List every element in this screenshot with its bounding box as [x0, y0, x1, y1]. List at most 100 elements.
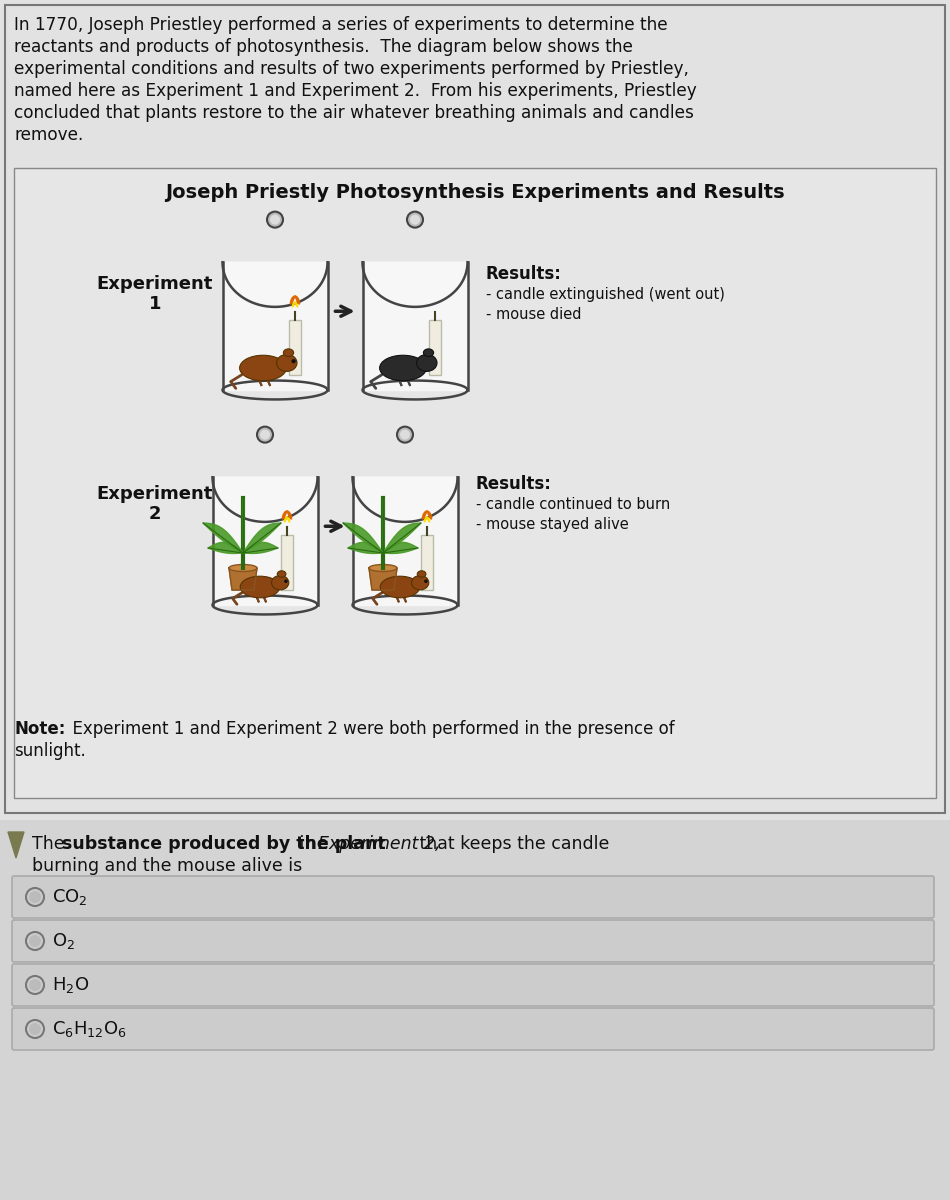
Circle shape [29, 1022, 41, 1034]
Bar [281, 535, 293, 590]
Ellipse shape [380, 355, 427, 380]
Ellipse shape [239, 355, 286, 380]
Ellipse shape [411, 576, 428, 590]
Polygon shape [222, 263, 328, 390]
Polygon shape [363, 263, 467, 307]
Polygon shape [352, 478, 458, 522]
Circle shape [407, 211, 423, 228]
FancyBboxPatch shape [12, 876, 934, 918]
Text: burning and the mouse alive is: burning and the mouse alive is [32, 857, 302, 875]
Circle shape [29, 935, 41, 947]
Polygon shape [229, 568, 257, 590]
Circle shape [424, 580, 428, 583]
Circle shape [267, 211, 283, 228]
Bar [14, 168, 936, 798]
Text: Results:: Results: [476, 475, 551, 493]
Text: Note:: Note: [14, 720, 66, 738]
Polygon shape [284, 517, 290, 522]
Text: Experiment 2,: Experiment 2, [318, 835, 441, 853]
Text: Joseph Priestly Photosynthesis Experiments and Results: Joseph Priestly Photosynthesis Experimen… [165, 182, 785, 202]
Polygon shape [243, 542, 278, 553]
Polygon shape [352, 478, 458, 605]
Text: - candle continued to burn: - candle continued to burn [476, 497, 670, 512]
Polygon shape [222, 263, 328, 307]
Bar [421, 535, 433, 590]
FancyBboxPatch shape [12, 1008, 934, 1050]
Bar [0, 0, 950, 820]
Circle shape [270, 215, 280, 224]
Text: - mouse stayed alive: - mouse stayed alive [476, 517, 628, 532]
FancyBboxPatch shape [12, 920, 934, 962]
Text: C$_6$H$_{12}$O$_6$: C$_6$H$_{12}$O$_6$ [52, 1019, 127, 1039]
Text: experimental conditions and results of two experiments performed by Priestley,: experimental conditions and results of t… [14, 60, 689, 78]
Polygon shape [383, 523, 421, 553]
Text: in: in [294, 835, 321, 853]
Circle shape [26, 888, 44, 906]
Text: substance produced by the plant: substance produced by the plant [62, 835, 386, 853]
Text: Experiment: Experiment [97, 275, 213, 293]
Ellipse shape [283, 349, 294, 356]
Polygon shape [282, 511, 292, 518]
Text: concluded that plants restore to the air whatever breathing animals and candles: concluded that plants restore to the air… [14, 104, 694, 122]
Circle shape [257, 427, 273, 443]
Circle shape [26, 1020, 44, 1038]
Polygon shape [343, 523, 383, 553]
Bar [289, 320, 301, 374]
Text: 2: 2 [149, 505, 162, 523]
Polygon shape [423, 511, 431, 518]
Ellipse shape [417, 571, 426, 577]
Circle shape [26, 932, 44, 950]
Ellipse shape [417, 354, 437, 372]
Circle shape [26, 976, 44, 994]
Ellipse shape [276, 354, 297, 372]
Ellipse shape [229, 564, 257, 571]
Text: that keeps the candle: that keeps the candle [414, 835, 609, 853]
Polygon shape [203, 523, 243, 553]
Polygon shape [213, 478, 317, 522]
Ellipse shape [277, 571, 286, 577]
Bar [0, 820, 950, 1200]
Polygon shape [243, 523, 281, 553]
Ellipse shape [272, 576, 289, 590]
Polygon shape [363, 263, 467, 390]
Polygon shape [291, 296, 299, 304]
Bar [5, 5, 945, 814]
Text: Results:: Results: [485, 265, 561, 283]
Circle shape [29, 890, 41, 902]
Polygon shape [293, 302, 297, 307]
Bar [429, 320, 441, 374]
Text: The: The [32, 835, 70, 853]
Circle shape [29, 979, 41, 991]
Text: reactants and products of photosynthesis.  The diagram below shows the: reactants and products of photosynthesis… [14, 38, 633, 56]
Text: sunlight.: sunlight. [14, 742, 86, 760]
Text: - mouse died: - mouse died [485, 307, 581, 322]
Text: 1: 1 [149, 295, 162, 313]
Circle shape [410, 215, 420, 224]
Polygon shape [213, 478, 317, 605]
Text: named here as Experiment 1 and Experiment 2.  From his experiments, Priestley: named here as Experiment 1 and Experimen… [14, 82, 696, 100]
Text: H$_2$O: H$_2$O [52, 974, 89, 995]
Circle shape [292, 359, 295, 364]
Circle shape [284, 580, 288, 583]
Polygon shape [369, 568, 397, 590]
Polygon shape [208, 542, 243, 553]
Text: Experiment 1 and Experiment 2 were both performed in the presence of: Experiment 1 and Experiment 2 were both … [62, 720, 674, 738]
Text: remove.: remove. [14, 126, 84, 144]
Polygon shape [425, 517, 429, 522]
Polygon shape [383, 542, 418, 553]
Text: In 1770, Joseph Priestley performed a series of experiments to determine the: In 1770, Joseph Priestley performed a se… [14, 16, 668, 34]
Ellipse shape [240, 576, 280, 598]
Text: - candle extinguished (went out): - candle extinguished (went out) [485, 287, 724, 302]
Ellipse shape [380, 576, 420, 598]
Ellipse shape [424, 349, 433, 356]
Text: O$_2$: O$_2$ [52, 931, 75, 950]
Text: Experiment: Experiment [97, 485, 213, 503]
Circle shape [397, 427, 413, 443]
Circle shape [260, 430, 270, 439]
Circle shape [400, 430, 410, 439]
FancyBboxPatch shape [12, 964, 934, 1006]
Polygon shape [348, 542, 383, 553]
Ellipse shape [369, 564, 397, 571]
Text: CO$_2$: CO$_2$ [52, 887, 87, 907]
Polygon shape [8, 832, 24, 858]
